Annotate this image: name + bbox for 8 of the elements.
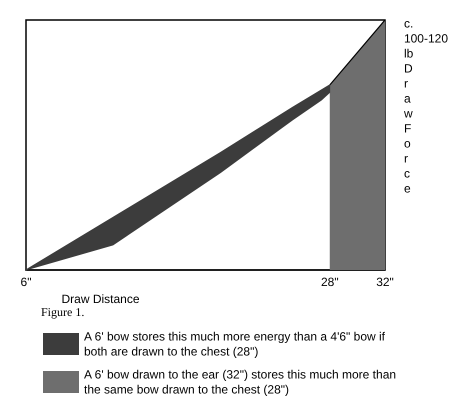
x-axis-title: Draw Distance: [61, 292, 140, 306]
legend-label: A 6' bow drawn to the ear (32") stores this much more than the same bow drawn to the chest (28"): [84, 368, 400, 396]
legend-label: A 6' bow stores this much more energy than a 4'6" bow if both are drawn to the chest (28"): [84, 330, 388, 358]
x-tick-label: 28": [320, 275, 339, 289]
x-tick-label: 6": [20, 275, 32, 289]
x-tick-label: 32": [376, 275, 394, 289]
text: c. 100-120 lb Draw Force: [404, 16, 448, 196]
caption: Figure 1.: [41, 305, 84, 319]
